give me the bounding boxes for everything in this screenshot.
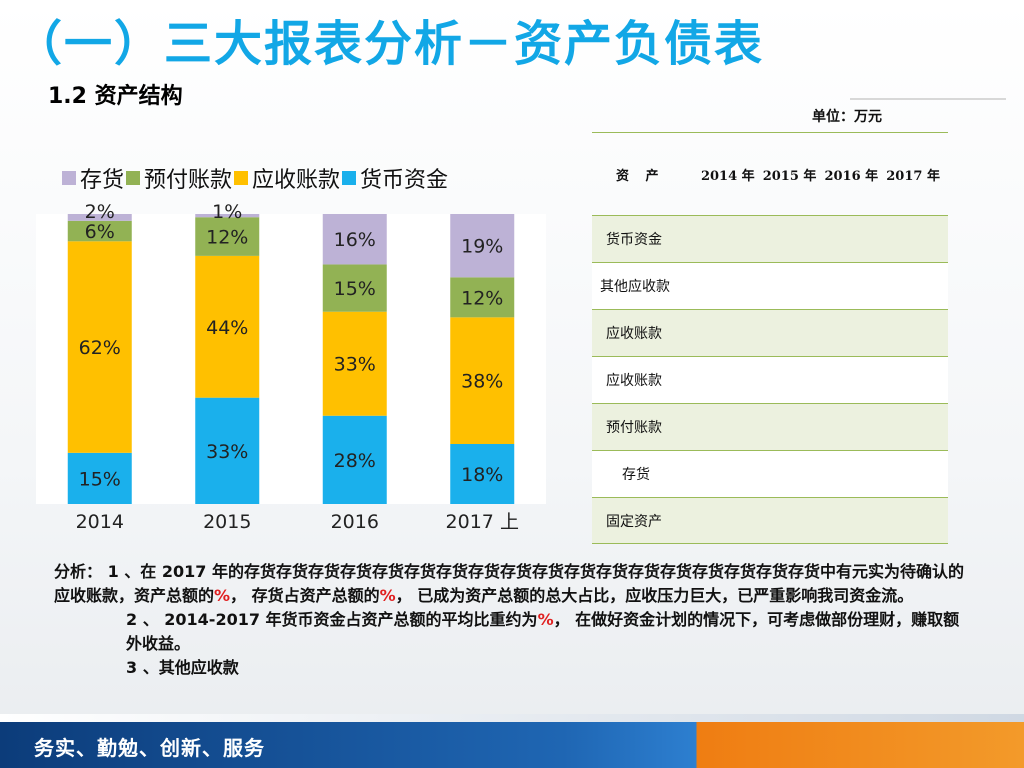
data-label: 44% xyxy=(206,317,248,339)
bar-segment xyxy=(195,255,260,398)
row-label: 预付账款 xyxy=(606,420,662,436)
unit-label: 单位：万元 xyxy=(812,109,882,125)
analysis-point-1: 分析： 1 、在 2017 年的存货存货存货存货存货存货存货存货存货存货存货存货… xyxy=(54,562,964,605)
data-label: 12% xyxy=(461,287,503,309)
legend-item-cash: 货币资金 xyxy=(342,162,448,194)
x-tick-label: 2014 xyxy=(76,511,124,533)
bar-segment xyxy=(450,214,515,278)
percent-placeholder: % xyxy=(214,586,231,605)
asset-table: 资 产 2014 年 2015 年 2016 年 2017 年 货币资金 其他应… xyxy=(592,132,948,544)
data-label: 15% xyxy=(334,278,376,300)
data-label: 6% xyxy=(85,221,115,243)
table-header: 资 产 2014 年 2015 年 2016 年 2017 年 xyxy=(592,132,948,215)
data-label: 18% xyxy=(461,464,503,486)
header-year-2015: 2015 年 xyxy=(762,168,817,184)
chart-legend: 存货 预付账款 应收账款 货币资金 xyxy=(62,162,450,194)
bar-segment xyxy=(450,444,515,504)
table-row: 其他应收款 xyxy=(592,262,948,309)
table-row: 固定资产 xyxy=(592,497,948,544)
row-label: 货币资金 xyxy=(606,232,662,248)
data-label: 12% xyxy=(206,227,248,249)
bar-segment xyxy=(450,277,515,318)
table-row: 应收账款 xyxy=(592,309,948,356)
legend-swatch xyxy=(342,171,357,185)
bar-segment xyxy=(67,241,132,453)
data-label: 19% xyxy=(461,236,503,258)
bar-segment xyxy=(195,217,260,256)
legend-label: 货币资金 xyxy=(360,168,449,193)
header-asset: 资 产 xyxy=(616,168,665,184)
x-tick-label: 2017 上 xyxy=(446,511,519,533)
legend-label: 存货 xyxy=(80,168,125,193)
data-label: 15% xyxy=(79,468,121,490)
bar-segment xyxy=(322,311,387,416)
data-label: 28% xyxy=(334,450,376,472)
legend-swatch xyxy=(234,171,249,185)
row-label: 应收账款 xyxy=(606,326,662,342)
bar-segment xyxy=(67,452,132,504)
data-label: 33% xyxy=(334,354,376,376)
analysis-point-3: 3 、其他应收款 xyxy=(126,658,239,677)
data-label: 1% xyxy=(212,204,242,223)
data-label: 62% xyxy=(79,337,121,359)
bar-segment xyxy=(322,264,387,312)
header-year-2016: 2016 年 xyxy=(824,168,879,184)
x-tick-label: 2015 xyxy=(203,511,251,533)
bar-segment xyxy=(67,214,132,221)
footer-motto: 务实、勤勉、创新、服务 xyxy=(34,736,265,760)
legend-swatch xyxy=(62,171,76,185)
header-year-2014: 2014 年 xyxy=(700,168,755,184)
data-label: 16% xyxy=(334,229,376,251)
table-row: 预付账款 xyxy=(592,403,948,450)
page-title: （一）三大报表分析－资产负债表 xyxy=(14,16,765,72)
percent-placeholder: % xyxy=(379,586,396,605)
legend-item-receivables: 应收账款 xyxy=(234,162,340,194)
section-subtitle: 1.2 资产结构 xyxy=(48,84,183,109)
data-label: 38% xyxy=(461,371,503,393)
bar-segment xyxy=(67,220,132,242)
analysis-text: 分析： 1 、在 2017 年的存货存货存货存货存货存货存货存货存货存货存货存货… xyxy=(54,560,974,680)
legend-item-prepayments: 预付账款 xyxy=(126,162,232,194)
bar-segment xyxy=(322,214,387,265)
bar-segment xyxy=(195,214,260,218)
percent-placeholder: % xyxy=(537,610,554,629)
bar-segment xyxy=(322,415,387,504)
divider xyxy=(850,98,1006,100)
legend-swatch xyxy=(126,171,141,185)
legend-label: 应收账款 xyxy=(252,168,341,193)
table-row: 货币资金 xyxy=(592,215,948,262)
row-label: 其他应收款 xyxy=(600,279,670,295)
bar-segment xyxy=(195,397,260,504)
data-label: 2% xyxy=(85,204,115,223)
row-label: 固定资产 xyxy=(606,513,662,530)
table-row: 存货 xyxy=(592,450,948,497)
footer-stripe xyxy=(0,714,1024,722)
data-label: 33% xyxy=(206,441,248,463)
legend-item-inventory: 存货 xyxy=(62,162,124,194)
legend-label: 预付账款 xyxy=(144,168,233,193)
row-label: 存货 xyxy=(622,467,650,483)
stacked-bar-chart: 15% 62% 6%2% 2014 33% 44% 12% 1% 2015 28% 33% 15% 16… xyxy=(36,204,546,533)
header-year-2017: 2017 年 xyxy=(886,168,940,184)
analysis-point-2: 2 、 2014-2017 年货币资金占资产总额的平均比重约为%， 在做好资金计… xyxy=(126,610,960,653)
bar-segment xyxy=(450,317,515,444)
table-row: 应收账款 xyxy=(592,356,948,403)
x-tick-label: 2016 xyxy=(331,511,379,533)
footer-bar: 务实、勤勉、创新、服务 xyxy=(0,714,1024,768)
row-label: 应收账款 xyxy=(606,373,662,389)
